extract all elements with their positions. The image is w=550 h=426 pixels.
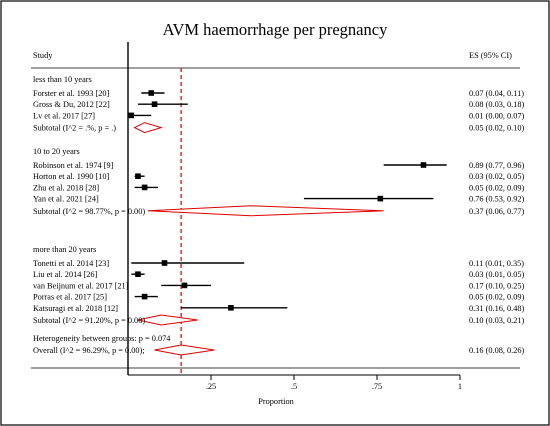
study-label: Forster et al. 1993 [20]	[33, 89, 110, 98]
study-label: Gross & Du, 2012 [22]	[33, 100, 110, 109]
estimate-marker	[151, 101, 158, 107]
effect-column-header: ES (95% CI)	[469, 51, 512, 60]
estimate-marker	[377, 195, 384, 202]
overall-diamond	[154, 344, 215, 356]
study-label: Katsuragi et al. 2018 [12]	[33, 304, 118, 313]
study-label: Horton et al. 1990 [10]	[33, 172, 110, 181]
study-label: Liu et al. 2014 [26]	[33, 270, 98, 279]
study-label: Zhu et al. 2018 [28]	[33, 183, 99, 192]
estimate-marker	[228, 305, 234, 311]
heterogeneity-text: Heterogeneity between groups: p = 0.074	[33, 334, 171, 343]
subtotal-label: Subtotal (I^2 = 98.77%, p = 0.00)	[33, 207, 145, 216]
study-label: Lv et al. 2017 [27]	[33, 111, 95, 120]
subtotal-effect-text: 0.10 (0.03, 0.21)	[469, 316, 525, 325]
effect-size-text: 0.31 (0.16, 0.48)	[469, 304, 525, 313]
x-axis-label: Proportion	[258, 397, 294, 406]
estimate-marker	[141, 184, 148, 191]
effect-size-text: 0.89 (0.77, 0.96)	[469, 161, 525, 170]
estimate-marker	[148, 90, 155, 96]
effect-size-text: 0.76 (0.53, 0.92)	[469, 195, 525, 204]
group-heading: more than 20 years	[33, 245, 96, 254]
study-label: Porras et al. 2017 [25]	[33, 293, 107, 302]
subtotal-effect-text: 0.05 (0.02, 0.10)	[469, 124, 525, 133]
group-heading: less than 10 years	[33, 75, 92, 84]
subtotal-diamond	[137, 314, 198, 326]
estimate-marker	[181, 282, 188, 289]
overall-effect-text: 0.16 (0.08, 0.26)	[469, 346, 525, 355]
effect-size-text: 0.05 (0.02, 0.09)	[469, 183, 525, 192]
study-column-header: Study	[33, 51, 53, 60]
estimate-marker	[128, 112, 135, 119]
group-heading: 10 to 20 years	[33, 147, 80, 156]
estimate-marker	[420, 162, 427, 168]
subtotal-label: Subtotal (I^2 = .%, p = .)	[33, 124, 116, 133]
subtotal-diamond	[147, 205, 384, 217]
x-tick-label: 1	[458, 382, 462, 391]
effect-size-text: 0.03 (0.01, 0.05)	[469, 270, 525, 279]
x-tick-label: .75	[372, 382, 382, 391]
effect-size-text: 0.08 (0.03, 0.18)	[469, 100, 525, 109]
study-label: Tonetti et al. 2014 [23]	[33, 259, 109, 268]
estimate-marker	[135, 173, 141, 179]
estimate-marker	[135, 271, 141, 277]
effect-size-text: 0.11 (0.01, 0.35)	[469, 259, 524, 268]
chart-title: AVM haemorrhage per pregnancy	[163, 20, 388, 39]
estimate-marker	[141, 293, 148, 300]
effect-size-text: 0.05 (0.02, 0.09)	[469, 293, 525, 302]
x-tick-label: .25	[206, 382, 216, 391]
study-label: Yan et al. 2021 [24]	[33, 195, 99, 204]
x-tick-label: .5	[291, 382, 297, 391]
subtotal-diamond	[133, 122, 163, 134]
study-label: van Beijnum et al. 2017 [21]	[33, 281, 129, 290]
effect-size-text: 0.01 (0.00, 0.07)	[469, 111, 525, 120]
subtotal-label: Subtotal (I^2 = 91.20%, p = 0.00)	[33, 316, 145, 325]
overall-label: Overall (I^2 = 96.29%, p = 0.00);	[33, 346, 145, 355]
effect-size-text: 0.03 (0.02, 0.05)	[469, 172, 525, 181]
effect-size-text: 0.07 (0.04, 0.11)	[469, 89, 524, 98]
estimate-marker	[161, 260, 168, 266]
effect-size-text: 0.17 (0.10, 0.25)	[469, 281, 525, 290]
subtotal-effect-text: 0.37 (0.06, 0.77)	[469, 207, 525, 216]
study-label: Robinson et al. 1974 [9]	[33, 161, 114, 170]
